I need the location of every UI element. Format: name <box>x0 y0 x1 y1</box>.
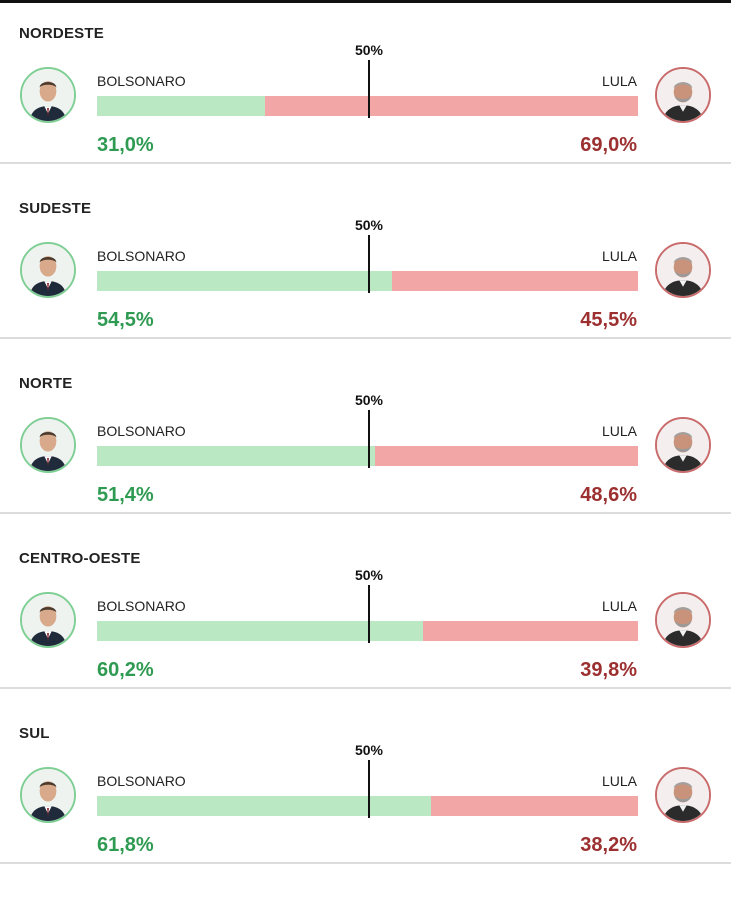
region-panel-nordeste: NORDESTE 50% BOLSONARO LULA <box>0 3 731 164</box>
vote-share-bar <box>97 621 638 641</box>
lula-percentage: 69,0% <box>580 134 637 156</box>
vote-share-bar <box>97 96 638 116</box>
region-title: SUDESTE <box>19 200 92 217</box>
bolsonaro-avatar-icon <box>20 67 76 123</box>
lula-label: LULA <box>601 773 637 789</box>
lula-label: LULA <box>601 248 637 264</box>
top-border <box>0 0 731 3</box>
lula-avatar-icon <box>655 67 711 123</box>
bolsonaro-bar-segment <box>97 796 432 816</box>
vote-share-bar <box>97 271 638 291</box>
bolsonaro-avatar-icon <box>20 242 76 298</box>
lula-percentage: 39,8% <box>580 659 637 681</box>
bolsonaro-label: BOLSONARO <box>97 598 186 614</box>
region-panel-sul: SUL 50% BOLSONARO LULA <box>0 703 731 864</box>
midpoint-line <box>368 235 370 293</box>
lula-avatar-icon <box>655 242 711 298</box>
bolsonaro-bar-segment <box>97 96 265 116</box>
midpoint-label: 50% <box>354 217 384 233</box>
lula-label: LULA <box>601 423 637 439</box>
region-panel-sudeste: SUDESTE 50% BOLSONARO LULA <box>0 178 731 339</box>
bolsonaro-percentage: 31,0% <box>97 134 154 156</box>
bolsonaro-label: BOLSONARO <box>97 73 186 89</box>
vote-share-bar <box>97 796 638 816</box>
bolsonaro-percentage: 51,4% <box>97 484 154 506</box>
lula-avatar-icon <box>655 592 711 648</box>
lula-percentage: 45,5% <box>580 309 637 331</box>
bolsonaro-bar-segment <box>97 446 376 466</box>
midpoint-label: 50% <box>354 567 384 583</box>
midpoint-line <box>368 410 370 468</box>
bolsonaro-label: BOLSONARO <box>97 773 186 789</box>
region-panel-centro-oeste: CENTRO-OESTE 50% BOLSONARO LULA <box>0 528 731 689</box>
vote-share-bar <box>97 446 638 466</box>
lula-label: LULA <box>601 73 637 89</box>
midpoint-line <box>368 60 370 118</box>
bolsonaro-avatar-icon <box>20 767 76 823</box>
midpoint-line <box>368 760 370 818</box>
midpoint-label: 50% <box>354 742 384 758</box>
lula-percentage: 48,6% <box>580 484 637 506</box>
bolsonaro-label: BOLSONARO <box>97 248 186 264</box>
bolsonaro-percentage: 61,8% <box>97 834 154 856</box>
midpoint-label: 50% <box>354 42 384 58</box>
bolsonaro-bar-segment <box>97 271 392 291</box>
region-title: NORTE <box>19 375 73 392</box>
bolsonaro-avatar-icon <box>20 592 76 648</box>
lula-avatar-icon <box>655 417 711 473</box>
bolsonaro-label: BOLSONARO <box>97 423 186 439</box>
region-title: NORDESTE <box>19 25 104 42</box>
lula-avatar-icon <box>655 767 711 823</box>
bolsonaro-percentage: 54,5% <box>97 309 154 331</box>
bolsonaro-bar-segment <box>97 621 423 641</box>
region-panel-norte: NORTE 50% BOLSONARO LULA <box>0 353 731 514</box>
bolsonaro-avatar-icon <box>20 417 76 473</box>
region-title: CENTRO-OESTE <box>19 550 141 567</box>
lula-percentage: 38,2% <box>580 834 637 856</box>
region-title: SUL <box>19 725 50 742</box>
midpoint-label: 50% <box>354 392 384 408</box>
bolsonaro-percentage: 60,2% <box>97 659 154 681</box>
midpoint-line <box>368 585 370 643</box>
lula-label: LULA <box>601 598 637 614</box>
